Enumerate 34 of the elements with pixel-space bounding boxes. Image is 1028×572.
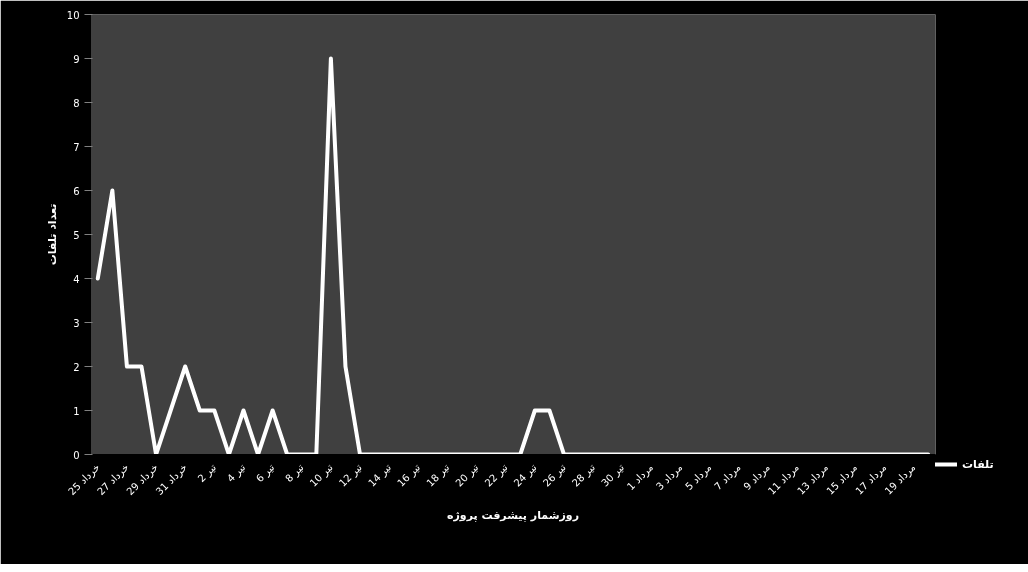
x-tick-label: 3 مرداد	[653, 461, 685, 493]
x-tick-label: 4 تیر	[224, 461, 248, 485]
y-tick-label: 2	[73, 361, 80, 373]
y-tick-label: 4	[73, 273, 80, 285]
y-tick-label: 1	[73, 405, 80, 417]
y-tick-label: 3	[73, 317, 80, 329]
x-tick-label: 24 تیر	[511, 461, 539, 489]
x-tick-label: 16 تیر	[395, 461, 423, 489]
x-axis-title: روزشمار پیشرفت پروژه	[447, 509, 579, 523]
x-tick-label: 26 تیر	[540, 461, 569, 489]
x-tick-label: 2 تیر	[195, 461, 219, 485]
x-tick-label: 12 تیر	[336, 461, 365, 489]
line-series	[95, 56, 931, 455]
x-tick-label: 8 تیر	[283, 461, 306, 485]
x-tick-label: 18 تیر	[424, 461, 452, 489]
y-tick-label: 7	[73, 141, 80, 153]
x-tick-label: 20 تیر	[453, 461, 481, 489]
x-tick-label: 6 تیر	[253, 461, 277, 485]
y-tick-label: 0	[73, 449, 80, 461]
y-tick-label: 5	[73, 229, 80, 241]
y-tick-label: 6	[73, 185, 80, 197]
legend-label: تلفات	[962, 457, 994, 471]
x-tick-label: 30 تیر	[599, 461, 627, 489]
x-tick-label: 10 تیر	[307, 461, 335, 489]
y-tick-label: 10	[66, 9, 80, 21]
y-tick-label: 8	[73, 97, 80, 109]
x-tick-label: 5 مرداد	[683, 461, 714, 493]
x-tick-label: 14 تیر	[366, 461, 394, 489]
y-tick-label: 9	[73, 53, 80, 65]
x-tick-label: 22 تیر	[482, 461, 510, 489]
x-tick-label: 28 تیر	[569, 461, 598, 489]
y-axis-title: تعداد تلفات	[45, 203, 59, 266]
x-tick-label: 1 مرداد	[624, 461, 656, 493]
x-tick-label: 7 مرداد	[712, 461, 743, 493]
